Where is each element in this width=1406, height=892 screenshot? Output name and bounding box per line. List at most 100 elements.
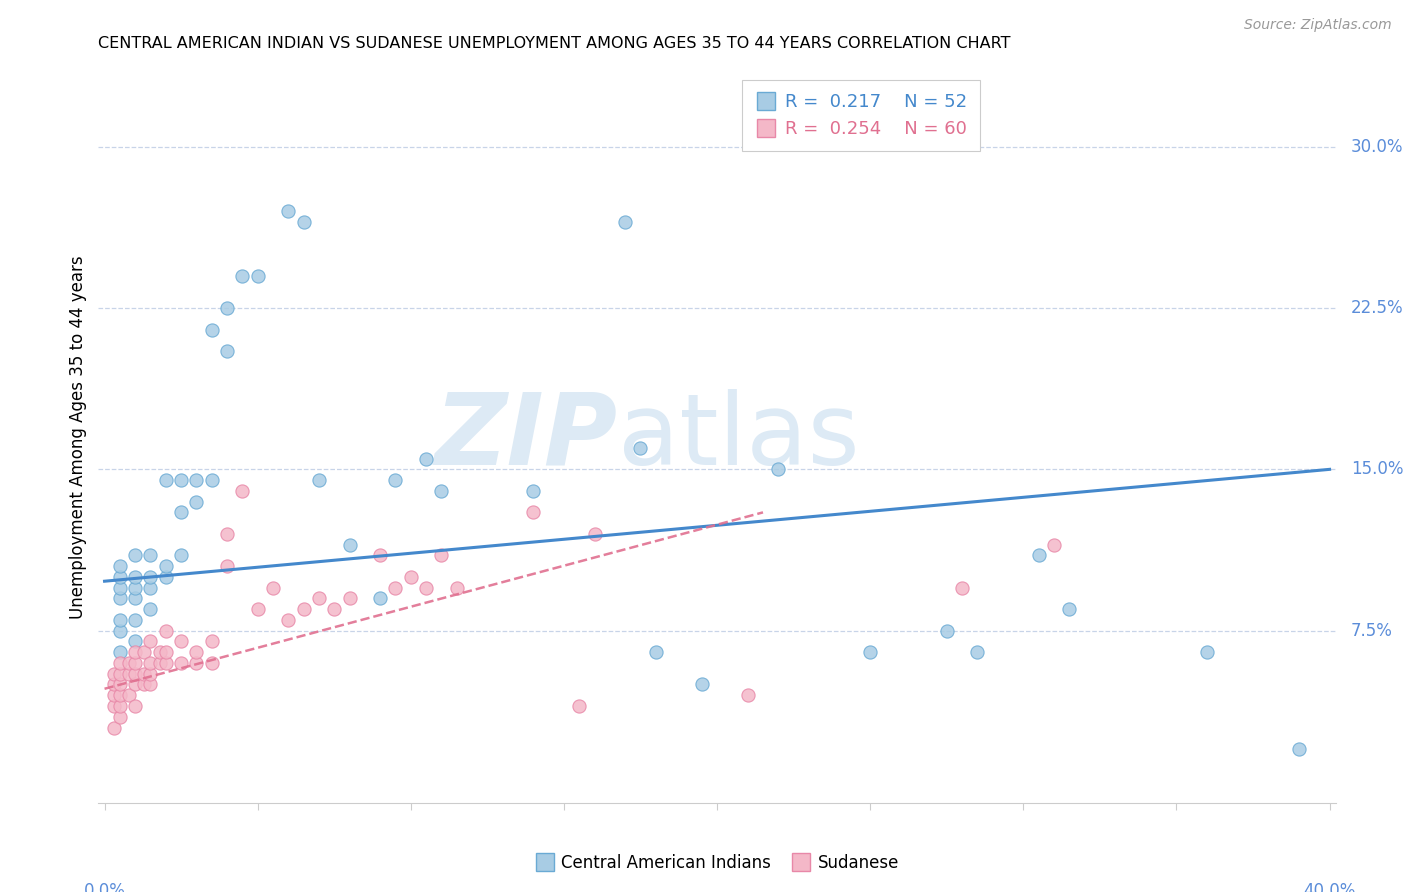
Point bbox=[155, 656, 177, 670]
Point bbox=[308, 473, 330, 487]
Point bbox=[124, 645, 146, 659]
Point bbox=[108, 656, 131, 670]
Point bbox=[139, 570, 162, 584]
Text: 15.0%: 15.0% bbox=[1351, 460, 1403, 478]
Point bbox=[614, 215, 637, 229]
Point bbox=[170, 634, 193, 648]
Text: CENTRAL AMERICAN INDIAN VS SUDANESE UNEMPLOYMENT AMONG AGES 35 TO 44 YEARS CORRE: CENTRAL AMERICAN INDIAN VS SUDANESE UNEM… bbox=[98, 36, 1011, 51]
Point bbox=[737, 688, 759, 702]
Point bbox=[139, 677, 162, 691]
Point bbox=[384, 473, 406, 487]
Point bbox=[108, 677, 131, 691]
Point bbox=[339, 591, 361, 606]
Point bbox=[1288, 742, 1310, 756]
Point bbox=[155, 473, 177, 487]
Point bbox=[201, 473, 224, 487]
Point bbox=[644, 645, 666, 659]
Point bbox=[134, 666, 156, 681]
Point bbox=[124, 613, 146, 627]
Text: 7.5%: 7.5% bbox=[1351, 622, 1393, 640]
Point bbox=[277, 613, 299, 627]
Point bbox=[1043, 538, 1066, 552]
Text: atlas: atlas bbox=[619, 389, 859, 485]
Point bbox=[215, 559, 238, 574]
Point bbox=[446, 581, 468, 595]
Point bbox=[134, 645, 156, 659]
Point bbox=[108, 559, 131, 574]
Point bbox=[170, 656, 193, 670]
Point bbox=[108, 645, 131, 659]
Point bbox=[186, 645, 208, 659]
Point bbox=[231, 268, 253, 283]
Point bbox=[950, 581, 973, 595]
Point bbox=[134, 677, 156, 691]
Point bbox=[124, 656, 146, 670]
Point bbox=[155, 645, 177, 659]
Point bbox=[103, 666, 125, 681]
Point bbox=[170, 473, 193, 487]
Point bbox=[108, 613, 131, 627]
Point bbox=[399, 570, 422, 584]
Point bbox=[118, 656, 141, 670]
Point bbox=[415, 451, 437, 466]
Point bbox=[139, 549, 162, 563]
Point bbox=[215, 301, 238, 315]
Point bbox=[201, 322, 224, 336]
Point bbox=[118, 666, 141, 681]
Text: Source: ZipAtlas.com: Source: ZipAtlas.com bbox=[1244, 18, 1392, 32]
Point bbox=[323, 602, 346, 616]
Point bbox=[139, 666, 162, 681]
Point bbox=[124, 634, 146, 648]
Point bbox=[124, 666, 146, 681]
Point bbox=[186, 656, 208, 670]
Point bbox=[308, 591, 330, 606]
Point bbox=[103, 677, 125, 691]
Point bbox=[522, 505, 544, 519]
Text: 22.5%: 22.5% bbox=[1351, 299, 1403, 317]
Point bbox=[103, 688, 125, 702]
Point bbox=[108, 624, 131, 638]
Point bbox=[246, 268, 269, 283]
Point bbox=[139, 634, 162, 648]
Text: ZIP: ZIP bbox=[434, 389, 619, 485]
Point bbox=[108, 688, 131, 702]
Point bbox=[103, 698, 125, 713]
Point bbox=[139, 581, 162, 595]
Point bbox=[935, 624, 957, 638]
Text: 0.0%: 0.0% bbox=[83, 882, 125, 892]
Y-axis label: Unemployment Among Ages 35 to 44 years: Unemployment Among Ages 35 to 44 years bbox=[69, 255, 87, 619]
Point bbox=[231, 483, 253, 498]
Point bbox=[124, 549, 146, 563]
Point bbox=[277, 204, 299, 219]
Point bbox=[124, 570, 146, 584]
Point bbox=[149, 656, 172, 670]
Point bbox=[690, 677, 713, 691]
Point bbox=[292, 602, 315, 616]
Point bbox=[568, 698, 591, 713]
Point bbox=[186, 473, 208, 487]
Point bbox=[368, 591, 391, 606]
Point bbox=[292, 215, 315, 229]
Point bbox=[966, 645, 988, 659]
Legend: Central American Indians, Sudanese: Central American Indians, Sudanese bbox=[529, 847, 905, 879]
Point bbox=[108, 698, 131, 713]
Point bbox=[201, 634, 224, 648]
Point bbox=[215, 344, 238, 359]
Point bbox=[155, 570, 177, 584]
Point bbox=[124, 581, 146, 595]
Point bbox=[1028, 549, 1050, 563]
Point bbox=[170, 549, 193, 563]
Point bbox=[201, 656, 224, 670]
Point bbox=[155, 624, 177, 638]
Text: 30.0%: 30.0% bbox=[1351, 137, 1403, 156]
Point bbox=[630, 441, 652, 455]
Point bbox=[139, 602, 162, 616]
Point bbox=[583, 527, 606, 541]
Point bbox=[859, 645, 882, 659]
Point bbox=[170, 505, 193, 519]
Point bbox=[108, 581, 131, 595]
Point bbox=[108, 570, 131, 584]
Point bbox=[108, 666, 131, 681]
Point bbox=[1057, 602, 1080, 616]
Point bbox=[368, 549, 391, 563]
